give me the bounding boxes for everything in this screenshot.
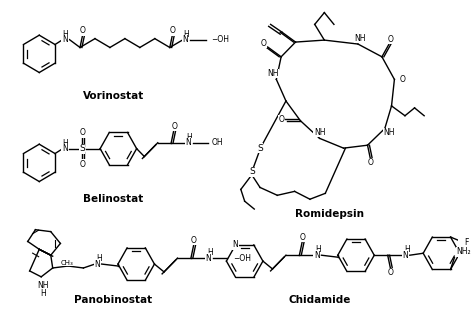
Text: NH: NH bbox=[267, 69, 278, 78]
Text: O: O bbox=[80, 128, 86, 137]
Text: F: F bbox=[464, 238, 468, 247]
Text: Belinostat: Belinostat bbox=[83, 194, 143, 204]
Text: O: O bbox=[367, 158, 374, 167]
Text: O: O bbox=[399, 75, 405, 84]
Text: O: O bbox=[80, 26, 86, 35]
Text: H: H bbox=[40, 289, 46, 298]
Text: N: N bbox=[186, 138, 191, 147]
Text: H: H bbox=[187, 133, 192, 142]
Text: H: H bbox=[316, 245, 321, 254]
Text: O: O bbox=[278, 115, 284, 124]
Text: N: N bbox=[205, 254, 211, 263]
Text: OH: OH bbox=[211, 138, 223, 147]
Text: N: N bbox=[314, 251, 319, 260]
Text: Panobinostat: Panobinostat bbox=[74, 295, 152, 305]
Text: H: H bbox=[404, 245, 410, 254]
Text: Chidamide: Chidamide bbox=[288, 295, 351, 305]
Text: H: H bbox=[63, 30, 68, 39]
Text: NH: NH bbox=[354, 33, 365, 43]
Text: O: O bbox=[170, 26, 175, 35]
Text: H: H bbox=[183, 30, 189, 39]
Text: NH: NH bbox=[383, 128, 394, 137]
Text: O: O bbox=[191, 236, 197, 245]
Text: H: H bbox=[96, 254, 101, 263]
Text: H: H bbox=[207, 248, 213, 257]
Text: −OH: −OH bbox=[233, 254, 251, 263]
Text: O: O bbox=[80, 160, 86, 169]
Text: O: O bbox=[261, 38, 267, 48]
Text: O: O bbox=[388, 268, 393, 277]
Text: Vorinostat: Vorinostat bbox=[82, 91, 144, 101]
Text: N: N bbox=[402, 251, 408, 260]
Text: S: S bbox=[79, 144, 85, 153]
Text: Romidepsin: Romidepsin bbox=[295, 209, 364, 219]
Text: O: O bbox=[388, 35, 393, 44]
Text: N: N bbox=[182, 35, 188, 44]
Text: O: O bbox=[299, 233, 305, 242]
Text: NH: NH bbox=[314, 128, 325, 137]
Text: NH₂: NH₂ bbox=[456, 247, 471, 256]
Text: N: N bbox=[94, 259, 100, 269]
Text: NH: NH bbox=[37, 281, 49, 290]
Text: S: S bbox=[257, 144, 263, 153]
Text: O: O bbox=[171, 121, 177, 131]
Text: H: H bbox=[63, 139, 68, 148]
Text: −OH: −OH bbox=[211, 35, 229, 44]
Text: CH₃: CH₃ bbox=[60, 260, 73, 266]
Text: N: N bbox=[62, 144, 67, 153]
Text: N: N bbox=[233, 240, 238, 249]
Text: S: S bbox=[249, 167, 255, 176]
Text: N: N bbox=[62, 35, 67, 44]
